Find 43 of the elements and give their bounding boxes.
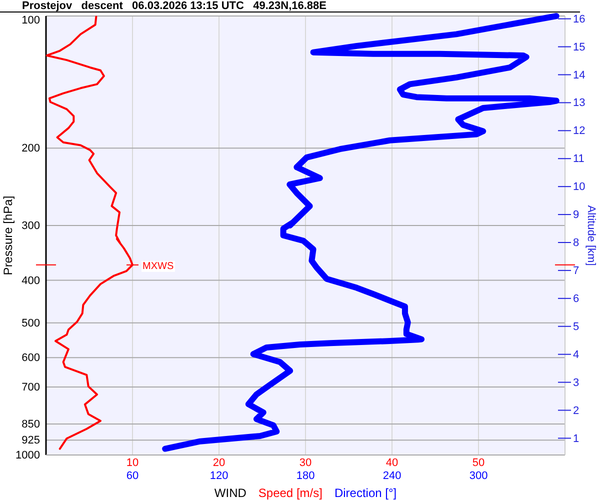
- y2-tick-label: 8: [573, 237, 580, 250]
- annotation: MXWS: [142, 260, 174, 272]
- y-tick-label: 400: [22, 274, 40, 287]
- y-tick-label: 850: [22, 418, 40, 431]
- x2-tick-label: 120: [210, 470, 228, 482]
- y-tick-label: 1000: [16, 450, 40, 462]
- y2-tick-label: 1: [573, 432, 580, 445]
- y2-tick-label: 16: [573, 13, 586, 26]
- text: Direction [°]: [334, 486, 397, 500]
- y2-tick-label: 12: [573, 125, 586, 138]
- y2-tick-label: 4: [573, 348, 580, 361]
- x-tick-label: 50: [472, 456, 485, 469]
- y2-tick-label: 2: [573, 404, 580, 417]
- y2-tick-label: 10: [573, 181, 586, 194]
- y-tick-label: 300: [22, 220, 40, 232]
- x-tick-label: 10: [126, 456, 139, 469]
- y2-tick-label: 13: [573, 97, 586, 110]
- x2-tick-label: 300: [469, 470, 488, 482]
- y-tick-label: 925: [22, 434, 40, 447]
- y2-tick-label: 6: [573, 292, 580, 305]
- x-tick-label: 20: [212, 456, 226, 469]
- y-tick-label: 200: [22, 142, 40, 155]
- x-axis-title: WIND: [214, 486, 247, 500]
- y-tick-label: 100: [22, 14, 40, 27]
- y-tick-label: 500: [22, 317, 40, 330]
- x-tick-label: 30: [299, 456, 312, 469]
- y2-tick-label: 11: [573, 153, 584, 166]
- y2-tick-label: 3: [573, 376, 580, 389]
- y2-tick-label: 7: [573, 264, 580, 277]
- y2-tick-label: 9: [573, 209, 580, 222]
- y2-axis-title: Altitude [km]: [585, 205, 597, 266]
- text: Speed [m/s]: [258, 486, 322, 500]
- y-axis-title: Pressure [hPa]: [1, 196, 15, 276]
- x2-tick-label: 180: [296, 470, 315, 482]
- y2-tick-label: 15: [573, 41, 586, 54]
- x2-tick-label: 60: [126, 470, 139, 482]
- y2-tick-label: 14: [573, 69, 586, 82]
- y-tick-label: 700: [22, 382, 40, 394]
- y2-tick-label: 5: [573, 320, 580, 333]
- chart-title: Prostejov descent 06.03.2026 13:15 UTC 49.23N,16.88E: [22, 0, 327, 12]
- y-tick-label: 600: [22, 352, 40, 364]
- x-tick-label: 40: [386, 456, 398, 469]
- x2-tick-label: 240: [382, 470, 402, 482]
